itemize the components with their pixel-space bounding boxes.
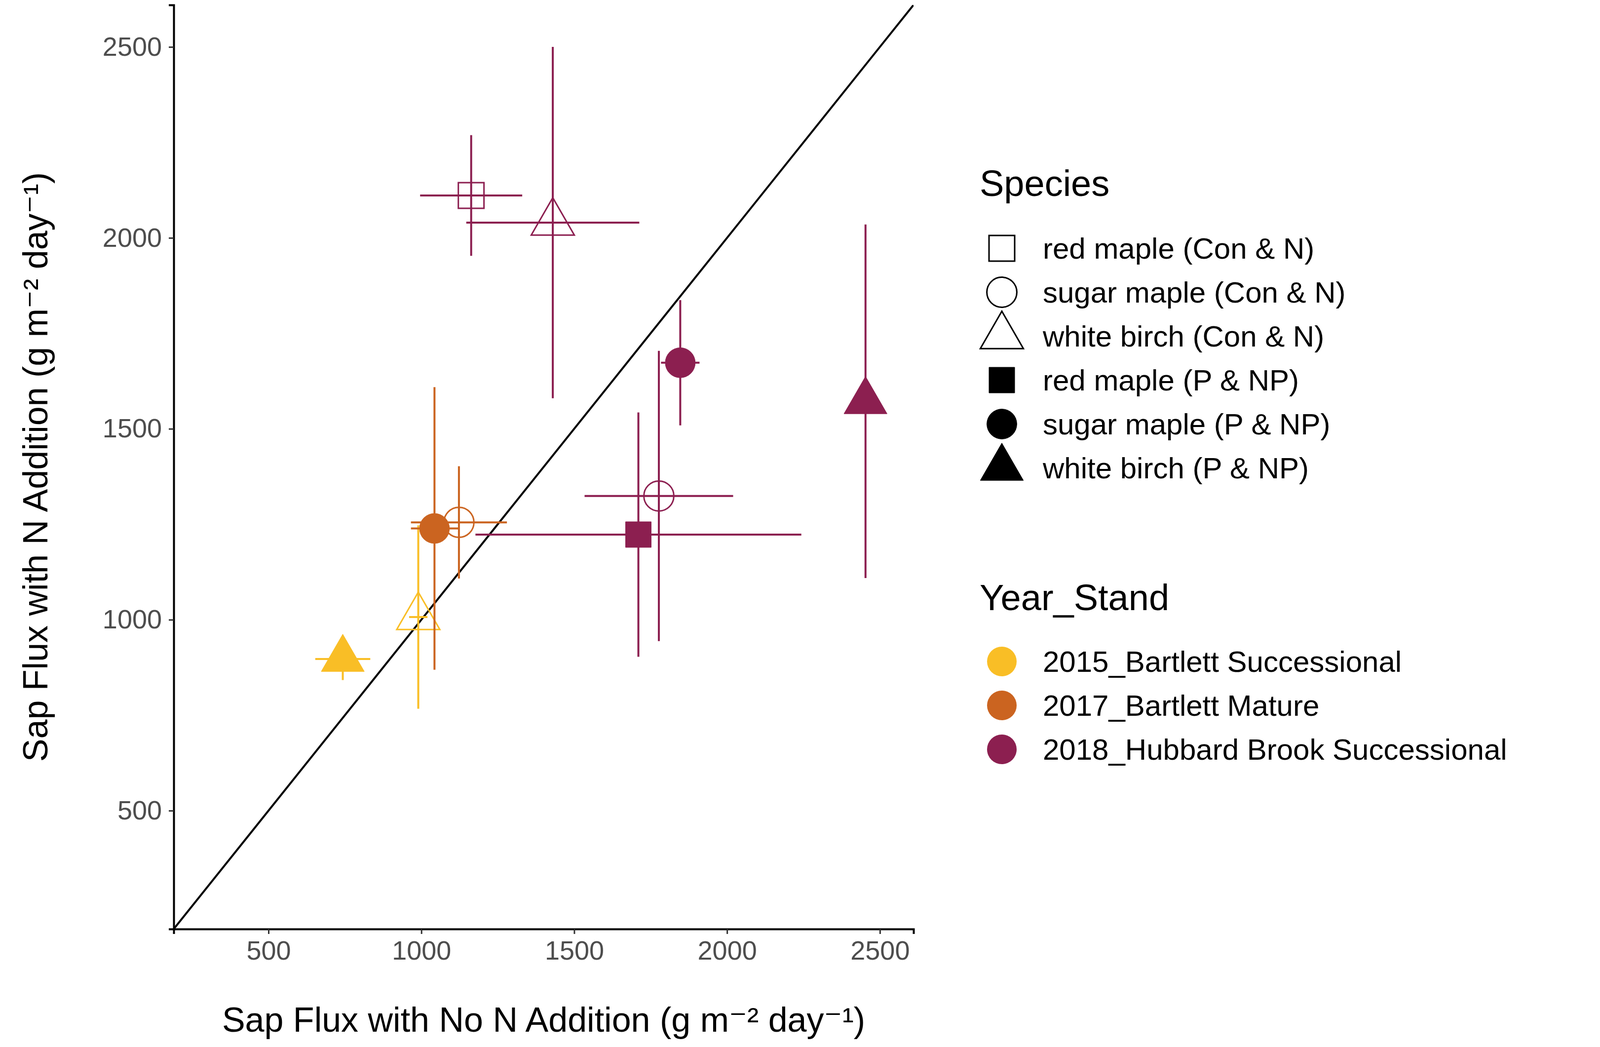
point	[665, 347, 696, 378]
tick-mark	[168, 428, 174, 430]
tick: 1500	[544, 928, 605, 965]
legend-symbol	[980, 443, 1024, 481]
tick-label: 2500	[850, 935, 910, 965]
tick: 2500	[850, 928, 910, 965]
tick-label: 2000	[697, 935, 758, 965]
legend-label: 2017_Bartlett Mature	[1042, 688, 1320, 723]
legend-symbol	[987, 646, 1017, 677]
chart: 500 1000 1500 2000 2500 500 1000 1500 2000 2500 Sa…	[0, 0, 1600, 1047]
tick-mark	[168, 237, 174, 239]
legend-title: Year_Stand	[979, 576, 1170, 618]
reference-line	[173, 4, 914, 929]
tick: 2000	[102, 222, 174, 253]
point	[419, 513, 450, 544]
tick-label: 2000	[102, 222, 162, 253]
series	[419, 46, 887, 657]
x-error-bar	[466, 221, 640, 224]
tick-label: 500	[117, 795, 162, 825]
x-axis-title: Sap Flux with No N Addition (g m⁻² day⁻¹…	[222, 1000, 866, 1039]
legend-label: red maple (P & NP)	[1042, 363, 1299, 397]
legend: Species red maple (Con & N) sugar maple (C…	[979, 162, 1346, 485]
tick-label: 1500	[102, 413, 162, 443]
point	[396, 592, 440, 630]
point	[531, 197, 574, 236]
tick-mark	[168, 618, 174, 621]
tick: 1000	[102, 604, 174, 634]
axis-line	[168, 5, 175, 930]
legend-label: sugar maple (Con & N)	[1042, 275, 1346, 309]
tick: 2500	[102, 31, 174, 62]
legend-label: 2018_Hubbard Brook Successional	[1042, 732, 1508, 766]
tick-label: 1000	[102, 604, 162, 634]
y-axis-title: Sap Flux with N Addition (g m⁻² day⁻¹)	[16, 172, 55, 762]
x-axis: 500 1000 1500 2000 2500	[174, 928, 915, 965]
tick-mark	[726, 928, 728, 934]
legend-symbol	[980, 311, 1024, 349]
tick-mark	[168, 46, 174, 48]
legend-label: 2015_Bartlett Successional	[1042, 645, 1402, 679]
legend-symbol	[989, 367, 1015, 393]
point	[644, 480, 675, 511]
tick: 2000	[697, 928, 758, 965]
legend-symbol	[987, 409, 1018, 440]
legend-title: Species	[979, 162, 1110, 204]
point	[625, 521, 652, 548]
legend-label: red maple (Con & N)	[1042, 231, 1315, 266]
legend-label: white birch (P & NP)	[1042, 451, 1309, 485]
point	[321, 634, 365, 672]
legend-symbol	[987, 690, 1017, 721]
tick-label: 2500	[102, 31, 162, 62]
legend-symbol	[987, 277, 1018, 308]
legend-symbol	[987, 734, 1017, 764]
tick-label: 1500	[544, 935, 605, 965]
series	[411, 386, 507, 670]
tick: 1000	[391, 928, 452, 965]
tick-mark	[420, 928, 423, 934]
tick: 500	[117, 795, 174, 825]
tick-label: 1000	[391, 935, 452, 965]
x-error-bar	[584, 495, 734, 497]
legend: Year_Stand 2015_Bartlett Successional 2017…	[979, 576, 1508, 766]
plot-area	[173, 4, 914, 929]
x-error-bar	[409, 615, 428, 618]
legend-symbol	[989, 235, 1015, 262]
tick-mark	[168, 809, 174, 812]
axis-line	[174, 929, 915, 935]
x-error-bar	[419, 194, 523, 197]
point	[843, 376, 887, 415]
tick: 1500	[102, 413, 174, 443]
tick-mark	[267, 928, 270, 934]
legend-label: sugar maple (P & NP)	[1042, 407, 1331, 441]
point	[458, 182, 485, 209]
tick-mark	[573, 928, 575, 934]
tick-mark	[879, 928, 881, 934]
series	[315, 525, 440, 709]
tick: 500	[246, 928, 291, 965]
tick-label: 500	[246, 935, 291, 965]
y-axis: 500 1000 1500 2000 2500	[102, 5, 175, 930]
legend-label: white birch (Con & N)	[1042, 319, 1325, 353]
